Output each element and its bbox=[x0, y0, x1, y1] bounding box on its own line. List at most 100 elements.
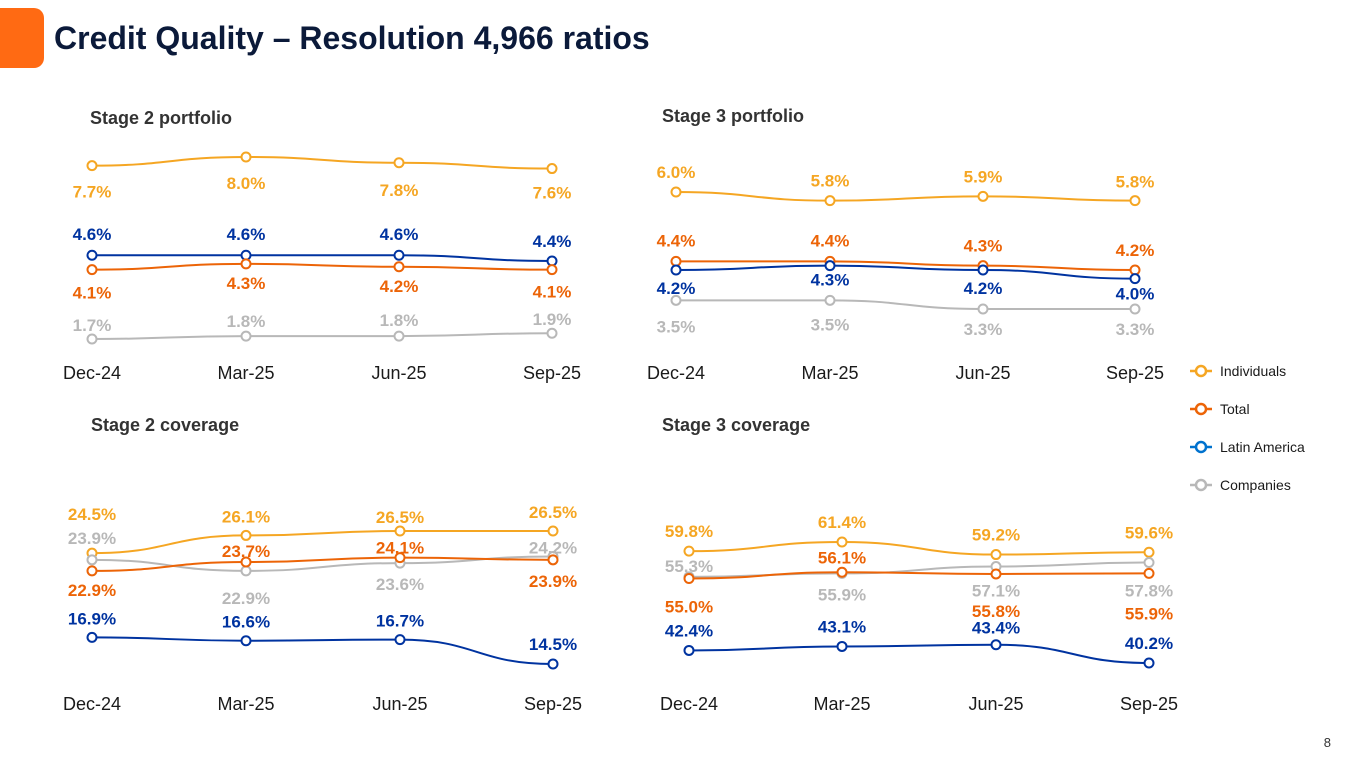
data-point-individuals bbox=[394, 525, 406, 537]
data-label-total: 4.4% bbox=[657, 231, 696, 250]
data-label-companies: 23.6% bbox=[376, 575, 424, 594]
data-point-latin-america bbox=[670, 264, 682, 276]
series-line-individuals bbox=[91, 529, 553, 555]
data-label-latin-america: 4.2% bbox=[657, 279, 696, 298]
data-label-individuals: 26.5% bbox=[376, 508, 424, 527]
data-point-individuals bbox=[1129, 195, 1141, 207]
data-label-latin-america: 16.6% bbox=[222, 613, 270, 632]
data-label-individuals: 7.6% bbox=[533, 184, 572, 203]
data-label-individuals: 61.4% bbox=[818, 513, 866, 532]
data-point-individuals bbox=[546, 163, 558, 175]
x-tick-label: Sep-25 bbox=[524, 694, 582, 714]
data-label-latin-america: 42.4% bbox=[665, 621, 713, 640]
page-number: 8 bbox=[1323, 735, 1331, 750]
data-point-latin-america bbox=[86, 631, 98, 643]
data-label-individuals: 59.2% bbox=[972, 526, 1020, 545]
data-point-individuals bbox=[670, 186, 682, 198]
data-point-total bbox=[683, 573, 695, 585]
series-line-individuals bbox=[91, 155, 553, 170]
legend-item-latin-america: Latin America bbox=[1190, 428, 1305, 466]
x-tick-label: Mar-25 bbox=[801, 363, 858, 383]
chart-title: Stage 2 portfolio bbox=[90, 108, 232, 128]
data-label-latin-america: 4.6% bbox=[227, 225, 266, 244]
legend-marker-icon bbox=[1190, 478, 1212, 492]
data-point-companies bbox=[86, 554, 98, 566]
data-label-companies: 1.9% bbox=[533, 310, 572, 329]
data-label-total: 23.7% bbox=[222, 542, 270, 561]
data-point-latin-america bbox=[546, 255, 558, 267]
series-line-individuals bbox=[675, 191, 1136, 202]
x-tick-label: Sep-25 bbox=[1120, 694, 1178, 714]
data-label-individuals: 7.8% bbox=[380, 181, 419, 200]
data-point-total bbox=[393, 261, 405, 273]
data-label-individuals: 5.8% bbox=[1116, 173, 1155, 192]
data-point-latin-america bbox=[1143, 657, 1155, 669]
data-label-individuals: 59.8% bbox=[665, 522, 713, 541]
data-label-latin-america: 40.2% bbox=[1125, 634, 1173, 653]
data-label-total: 4.3% bbox=[227, 274, 266, 293]
data-label-individuals: 5.8% bbox=[811, 172, 850, 191]
data-point-total bbox=[240, 556, 252, 568]
data-label-total: 4.3% bbox=[964, 237, 1003, 256]
legend-label: Individuals bbox=[1220, 363, 1287, 379]
data-point-individuals bbox=[1143, 546, 1155, 558]
data-label-individuals: 26.5% bbox=[529, 503, 577, 522]
legend-marker-icon bbox=[1190, 364, 1212, 378]
data-label-companies: 23.9% bbox=[68, 529, 116, 548]
chart-title: Stage 2 coverage bbox=[91, 415, 239, 435]
legend-marker-icon bbox=[1190, 402, 1212, 416]
x-tick-label: Dec-24 bbox=[63, 694, 121, 714]
data-label-latin-america: 16.9% bbox=[68, 609, 116, 628]
data-point-total bbox=[240, 258, 252, 270]
data-point-individuals bbox=[977, 190, 989, 202]
data-point-total bbox=[670, 255, 682, 267]
data-label-total: 4.4% bbox=[811, 231, 850, 250]
x-tick-label: Mar-25 bbox=[813, 694, 870, 714]
data-label-latin-america: 16.7% bbox=[376, 612, 424, 631]
legend-item-individuals: Individuals bbox=[1190, 352, 1305, 390]
series-line-latin-america bbox=[92, 254, 553, 262]
x-tick-label: Mar-25 bbox=[217, 694, 274, 714]
data-label-total: 4.2% bbox=[380, 277, 419, 296]
data-label-total: 4.2% bbox=[1116, 241, 1155, 260]
data-label-companies: 24.2% bbox=[529, 538, 577, 557]
x-tick-label: Jun-25 bbox=[372, 694, 427, 714]
data-point-individuals bbox=[683, 545, 695, 557]
data-label-companies: 57.8% bbox=[1125, 582, 1173, 601]
series-line-latin-america bbox=[675, 264, 1136, 280]
data-point-companies bbox=[240, 330, 252, 342]
series-line-individuals bbox=[688, 540, 1150, 556]
data-point-companies bbox=[1143, 557, 1155, 569]
legend-item-companies: Companies bbox=[1190, 466, 1305, 504]
x-tick-label: Jun-25 bbox=[968, 694, 1023, 714]
data-point-latin-america bbox=[990, 639, 1002, 651]
series-line-companies bbox=[91, 332, 553, 340]
series-line-total bbox=[688, 571, 1150, 580]
series-line-companies bbox=[676, 299, 1135, 311]
data-point-individuals bbox=[836, 536, 848, 548]
data-label-latin-america: 4.6% bbox=[380, 225, 419, 244]
series-line-companies bbox=[688, 561, 1150, 578]
data-label-companies: 3.5% bbox=[657, 317, 696, 336]
data-point-latin-america bbox=[393, 249, 405, 261]
data-label-total: 22.9% bbox=[68, 581, 116, 600]
data-label-total: 4.1% bbox=[533, 283, 572, 302]
data-label-total: 23.9% bbox=[529, 572, 577, 591]
data-point-latin-america bbox=[547, 658, 559, 670]
data-point-total bbox=[1129, 264, 1141, 276]
data-point-companies bbox=[240, 565, 252, 577]
data-point-companies bbox=[977, 303, 989, 315]
data-label-individuals: 6.0% bbox=[657, 163, 696, 182]
data-label-total: 56.1% bbox=[818, 548, 866, 567]
data-label-latin-america: 43.4% bbox=[972, 619, 1020, 638]
data-point-total bbox=[546, 264, 558, 276]
legend-label: Companies bbox=[1220, 477, 1291, 493]
data-label-companies: 3.3% bbox=[964, 320, 1003, 339]
data-point-total bbox=[86, 264, 98, 276]
data-point-companies bbox=[1129, 303, 1141, 315]
data-point-total bbox=[990, 568, 1002, 580]
data-point-individuals bbox=[393, 157, 405, 169]
series-line-total bbox=[676, 260, 1136, 271]
data-point-total bbox=[86, 565, 98, 577]
